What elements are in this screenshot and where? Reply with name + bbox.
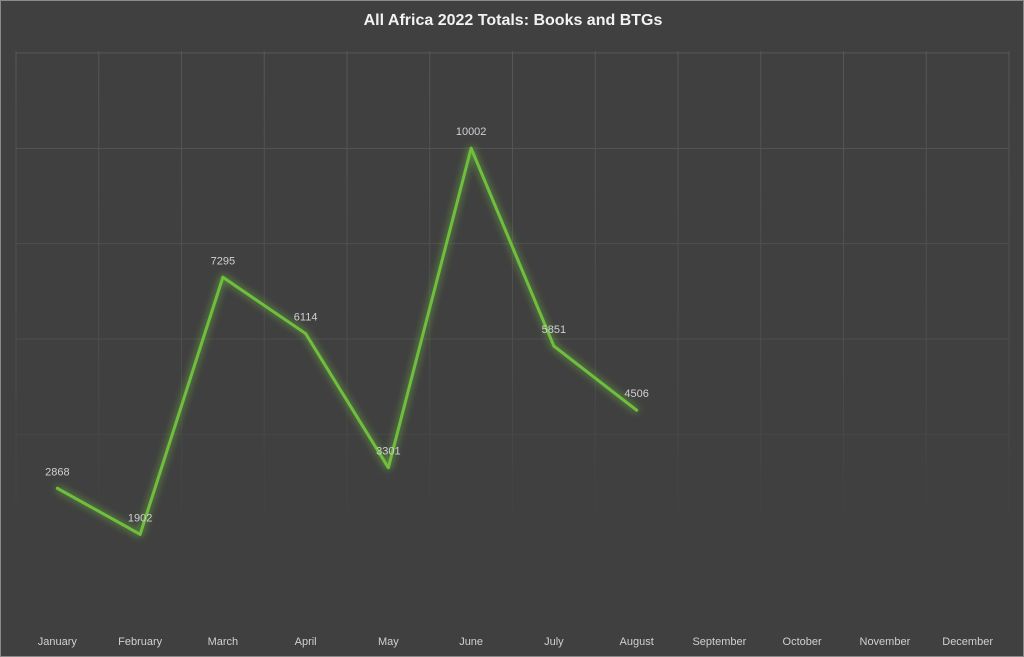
chart-title: All Africa 2022 Totals: Books and BTGs xyxy=(363,12,663,29)
x-tick-label: May xyxy=(378,636,399,648)
gridlines xyxy=(15,51,1010,541)
x-tick-label: November xyxy=(860,636,911,648)
data-point xyxy=(221,275,225,279)
x-tick-label: January xyxy=(38,636,78,648)
x-tick-label: March xyxy=(208,636,239,648)
data-label: 10002 xyxy=(456,126,487,138)
series-line xyxy=(55,146,639,536)
data-point xyxy=(138,532,142,536)
data-point xyxy=(304,332,308,336)
data-label: 1902 xyxy=(128,512,152,524)
x-tick-label: July xyxy=(544,636,564,648)
data-point xyxy=(469,146,473,150)
x-tick-label: August xyxy=(620,636,654,648)
data-label: 6114 xyxy=(294,312,318,324)
data-point xyxy=(386,466,390,470)
x-tick-label: September xyxy=(692,636,746,648)
data-point xyxy=(635,408,639,412)
series-line-group xyxy=(55,146,639,536)
data-label: 3301 xyxy=(376,446,400,458)
data-labels: 2868 1902 7295 6114 3301 10002 5851 4506 xyxy=(45,126,649,524)
x-tick-label: December xyxy=(942,636,993,648)
data-label: 5851 xyxy=(542,324,566,336)
x-tick-label: April xyxy=(295,636,317,648)
x-tick-label: February xyxy=(118,636,163,648)
x-axis-labels: January February March April May June July Augu… xyxy=(38,636,994,648)
x-tick-label: October xyxy=(783,636,822,648)
data-label: 4506 xyxy=(624,388,648,400)
data-label: 2868 xyxy=(45,466,69,478)
data-point xyxy=(55,486,59,490)
x-tick-label: June xyxy=(459,636,483,648)
data-label: 7295 xyxy=(211,255,235,267)
data-point xyxy=(552,344,556,348)
